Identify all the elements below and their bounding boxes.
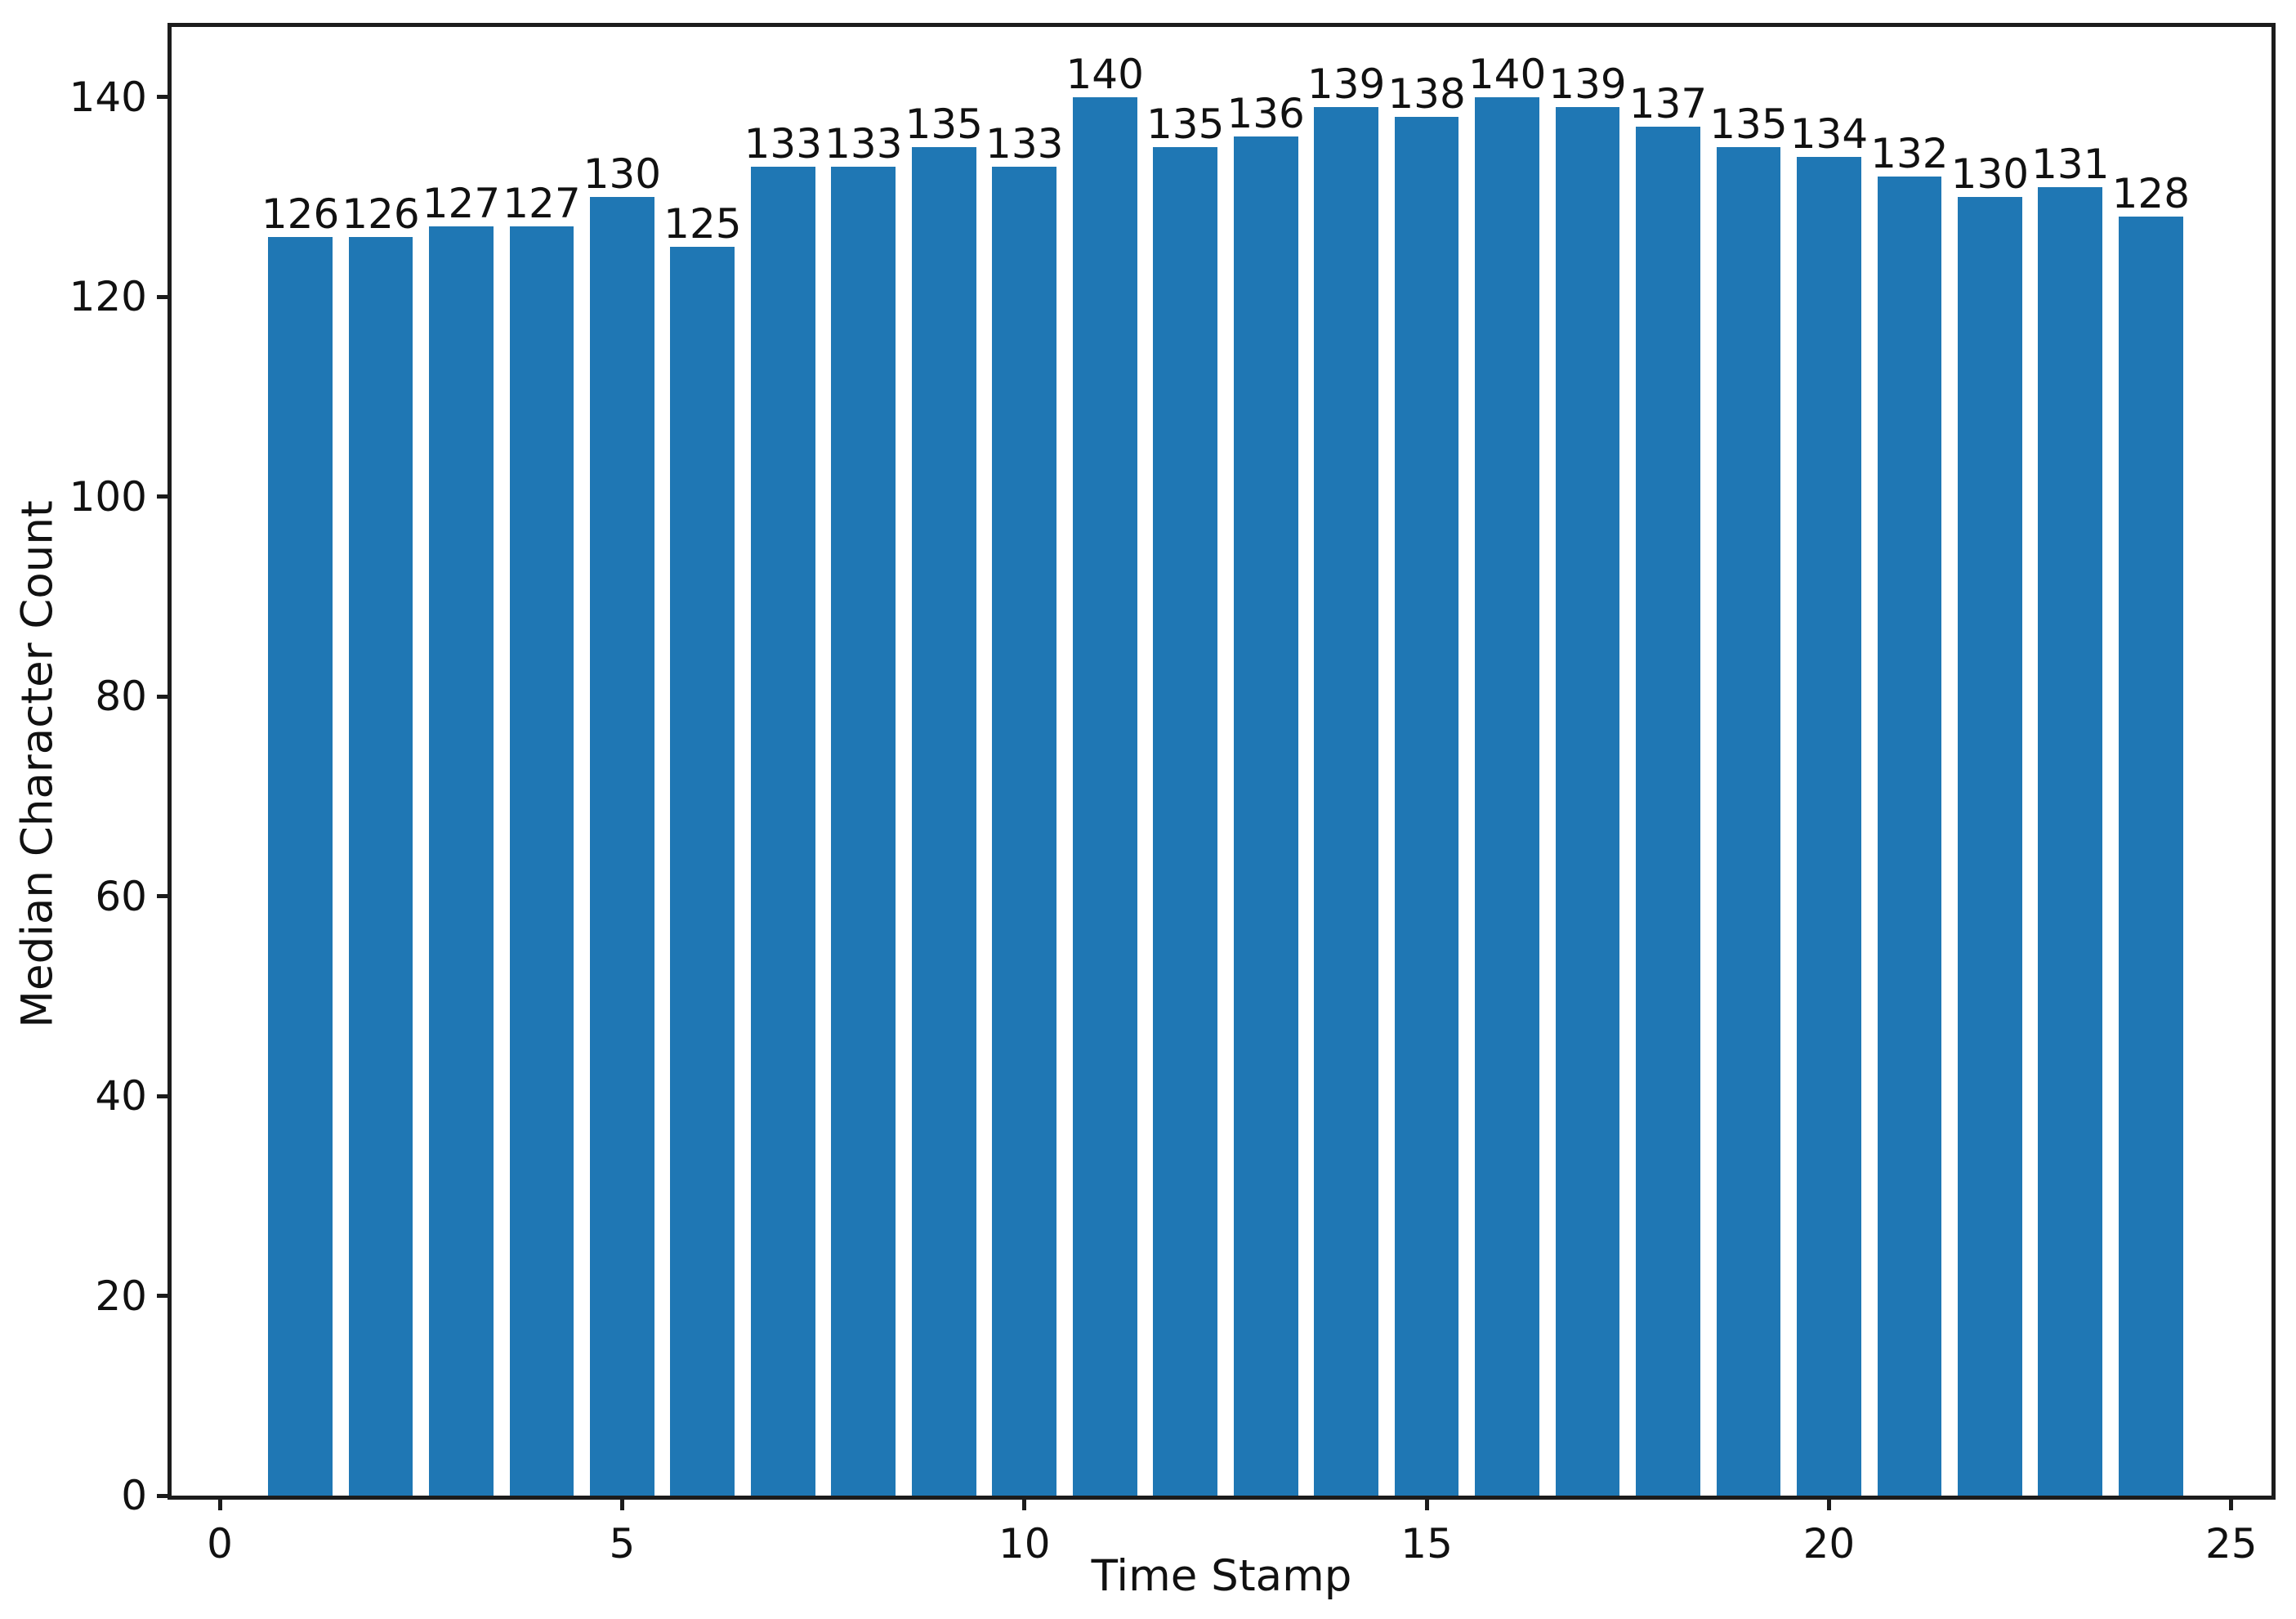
bar-value-label: 140: [1065, 50, 1144, 98]
bar: [1555, 106, 1620, 1496]
bar-value-label: 133: [744, 120, 823, 168]
bar-value-label: 139: [1307, 60, 1386, 108]
bar-value-label: 140: [1467, 50, 1547, 98]
y-tick-label: 40: [95, 1072, 147, 1120]
x-tick-label: 25: [2204, 1520, 2258, 1568]
y-tick-label: 100: [69, 472, 147, 521]
x-tick-label: 0: [207, 1520, 233, 1568]
x-tick-mark: [2229, 1496, 2234, 1510]
y-tick-mark: [157, 494, 172, 499]
bar: [348, 236, 413, 1496]
bar-value-label: 130: [583, 150, 662, 198]
y-tick-label: 80: [95, 673, 147, 721]
bar-value-label: 135: [905, 100, 983, 148]
bar: [1233, 136, 1298, 1496]
bar-value-label: 134: [1789, 110, 1869, 158]
bar: [992, 167, 1057, 1496]
x-tick-label: 15: [1400, 1520, 1453, 1568]
bar-value-label: 132: [1870, 130, 1949, 178]
x-tick-mark: [619, 1496, 624, 1510]
y-tick-mark: [157, 1093, 172, 1098]
bar: [1475, 96, 1539, 1496]
bar: [1957, 196, 2022, 1496]
bar: [1716, 146, 1781, 1496]
bar-value-label: 127: [503, 180, 581, 228]
bar: [750, 167, 815, 1496]
bar: [1072, 96, 1137, 1496]
y-tick-label: 20: [95, 1272, 147, 1320]
bar-value-label: 136: [1226, 90, 1305, 138]
bar: [911, 146, 976, 1496]
bar-value-label: 126: [342, 190, 420, 238]
bar-value-label: 127: [422, 180, 501, 228]
bar: [1877, 177, 1942, 1496]
bar: [2118, 217, 2183, 1496]
plot-frame: [168, 23, 2276, 1500]
bar-value-label: 133: [985, 120, 1064, 168]
x-tick-mark: [1424, 1496, 1429, 1510]
x-tick-label: 10: [998, 1520, 1051, 1568]
y-axis-label: Median Character Count: [12, 500, 63, 1028]
bar-value-label: 128: [2111, 170, 2191, 218]
bar-value-label: 135: [1146, 100, 1225, 148]
bar: [670, 246, 735, 1496]
bar-value-label: 131: [2031, 140, 2110, 188]
bar: [1636, 127, 1700, 1496]
bar: [1797, 156, 1861, 1496]
y-tick-label: 0: [121, 1472, 147, 1519]
x-tick-mark: [1826, 1496, 1831, 1510]
y-tick-mark: [157, 1294, 172, 1298]
y-tick-mark: [157, 95, 172, 100]
plot-area: 126 126 127 127 130 125 133 133 135 133 140 135 136 1…: [172, 27, 2271, 1496]
x-tick-mark: [217, 1496, 222, 1510]
bar: [429, 226, 494, 1496]
x-tick-label: 5: [609, 1520, 636, 1568]
bar: [1314, 106, 1378, 1496]
bar: [590, 196, 654, 1496]
x-tick-mark: [1022, 1496, 1027, 1510]
bar-value-label: 139: [1548, 60, 1627, 108]
bar-value-label: 135: [1709, 100, 1788, 148]
x-tick-label: 20: [1802, 1520, 1856, 1568]
x-axis-label: Time Stamp: [1091, 1551, 1352, 1601]
bar-value-label: 133: [824, 120, 903, 168]
y-tick-mark: [157, 894, 172, 899]
bar: [509, 226, 574, 1496]
bar-value-label: 137: [1628, 80, 1708, 128]
y-tick-mark: [157, 694, 172, 699]
y-tick-label: 120: [69, 273, 147, 321]
bar: [2038, 186, 2103, 1496]
y-tick-label: 140: [69, 73, 147, 121]
bar-value-label: 130: [1950, 150, 2030, 198]
bar: [268, 236, 333, 1496]
y-tick-mark: [157, 294, 172, 299]
bar: [831, 167, 896, 1496]
bar-value-label: 138: [1387, 70, 1466, 119]
bar: [1153, 146, 1218, 1496]
bar-value-label: 126: [261, 190, 340, 238]
bar-value-label: 125: [663, 199, 742, 248]
y-tick-label: 60: [95, 872, 147, 920]
y-tick-mark: [157, 1493, 172, 1498]
bar: [1394, 117, 1459, 1496]
